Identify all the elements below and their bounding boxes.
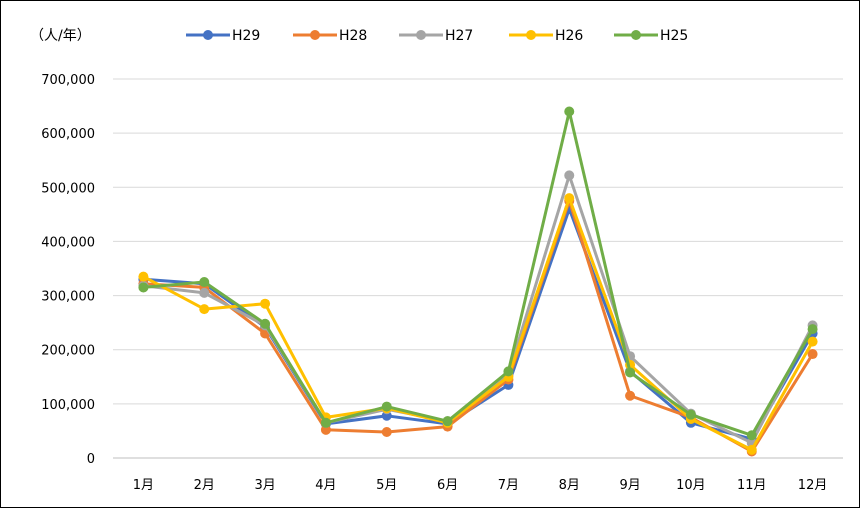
x-axis-ticks: 1月 2月 3月 4月 5月 6月 7月 8月 9月 10月 11月 12月 (133, 478, 828, 493)
data-point-H26 (138, 271, 149, 282)
data-point-H26 (807, 336, 818, 347)
series-line-H25 (141, 110, 815, 437)
x-tick-label: 2月 (194, 478, 215, 493)
data-point-H25 (199, 277, 210, 288)
legend-marker (526, 30, 536, 40)
legend-label: H28 (339, 28, 367, 44)
x-tick-label: 6月 (437, 478, 458, 493)
y-axis-ticks: 0 100,000 200,000 300,000 400,000 500,000 600,… (41, 73, 95, 467)
data-point-H25 (807, 324, 818, 335)
x-tick-label: 7月 (498, 478, 519, 493)
series-H26 (138, 193, 818, 455)
data-point-H25 (320, 417, 331, 428)
legend-label: H29 (232, 28, 260, 44)
legend-item-H25: H25 (614, 28, 688, 44)
legend-item-H28: H28 (293, 28, 367, 44)
data-point-H26 (746, 444, 757, 455)
series-H25 (138, 106, 818, 441)
data-point-H25 (381, 401, 392, 412)
data-point-H28 (625, 390, 636, 401)
x-tick-label: 8月 (559, 478, 580, 493)
legend-marker (203, 30, 213, 40)
y-tick-label: 400,000 (41, 235, 95, 250)
data-point-H27 (199, 287, 210, 298)
data-point-H26 (199, 304, 210, 315)
series-group (138, 106, 818, 457)
legend-item-H29: H29 (186, 28, 260, 44)
y-tick-label: 300,000 (41, 290, 95, 305)
legend-marker (631, 30, 641, 40)
x-tick-label: 9月 (619, 478, 640, 493)
legend: H29 H28 H27 H26 H25 (186, 28, 688, 44)
data-point-H25 (685, 409, 696, 420)
legend-item-H26: H26 (509, 28, 583, 44)
y-tick-label: 600,000 (41, 127, 95, 142)
legend-item-H27: H27 (399, 28, 473, 44)
data-point-H26 (564, 193, 575, 204)
data-point-H25 (625, 367, 636, 378)
data-point-H25 (503, 366, 514, 377)
series-H29 (138, 203, 818, 445)
data-point-H25 (746, 430, 757, 441)
legend-label: H26 (555, 28, 583, 44)
data-point-H25 (138, 282, 149, 293)
data-point-H28 (381, 427, 392, 438)
unit-label: （人/年） (30, 28, 91, 44)
data-point-H25 (442, 416, 453, 427)
x-tick-label: 10月 (676, 478, 706, 493)
data-point-H25 (260, 318, 271, 329)
series-H28 (138, 195, 818, 457)
y-tick-label: 200,000 (41, 344, 95, 359)
data-point-H25 (564, 106, 575, 117)
data-point-H28 (320, 424, 331, 435)
y-tick-label: 100,000 (41, 398, 95, 413)
legend-label: H27 (445, 28, 473, 44)
data-point-H27 (564, 170, 575, 181)
data-point-H26 (260, 298, 271, 309)
data-point-H28 (807, 349, 818, 360)
x-tick-label: 3月 (254, 478, 275, 493)
x-tick-label: 5月 (376, 478, 397, 493)
x-tick-label: 12月 (798, 478, 828, 493)
series-line-H26 (141, 196, 815, 452)
legend-label: H25 (660, 28, 688, 44)
legend-marker (416, 30, 426, 40)
x-tick-label: 1月 (133, 478, 154, 493)
gridlines (113, 78, 843, 459)
series-line-H28 (141, 199, 815, 453)
x-tick-label: 11月 (737, 478, 767, 493)
y-tick-label: 700,000 (41, 73, 95, 88)
y-tick-label: 500,000 (41, 181, 95, 196)
legend-marker (310, 30, 320, 40)
x-tick-label: 4月 (315, 478, 336, 493)
y-tick-label: 0 (87, 452, 95, 467)
